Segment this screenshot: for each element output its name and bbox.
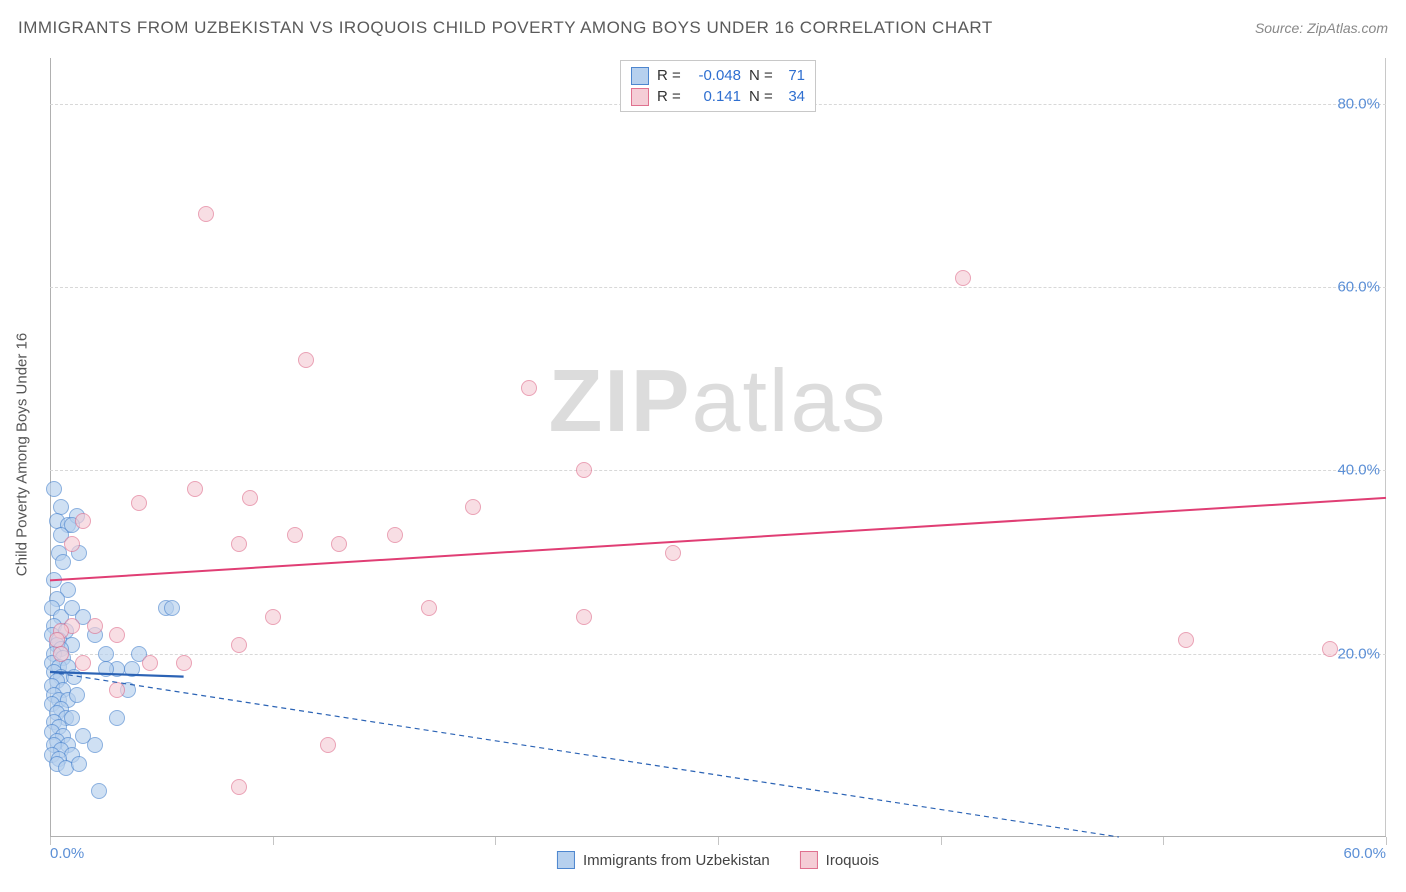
legend-label: Immigrants from Uzbekistan [583, 852, 770, 869]
x-tick-mark [1386, 837, 1387, 845]
legend-swatch-series-0 [557, 851, 575, 869]
legend-correlation: R = -0.048 N = 71 R = 0.141 N = 34 [620, 60, 816, 112]
trend-lines [50, 58, 1386, 837]
x-tick-mark [495, 837, 496, 845]
y-axis-label: Child Poverty Among Boys Under 16 [14, 333, 31, 576]
x-tick-mark [941, 837, 942, 845]
source-label: Source: ZipAtlas.com [1255, 20, 1388, 36]
x-tick-label: 0.0% [50, 845, 84, 862]
x-tick-mark [273, 837, 274, 845]
x-tick-mark [1163, 837, 1164, 845]
x-tick-mark [50, 837, 51, 845]
legend-swatch-series-1 [631, 88, 649, 106]
chart-title: IMMIGRANTS FROM UZBEKISTAN VS IROQUOIS C… [18, 18, 993, 38]
scatter-plot: ZIPatlas R = -0.048 N = 71 R = 0.141 N =… [50, 58, 1386, 837]
legend-series: Immigrants from Uzbekistan Iroquois [557, 851, 879, 869]
legend-swatch-series-1 [800, 851, 818, 869]
legend-swatch-series-0 [631, 67, 649, 85]
x-tick-mark [718, 837, 719, 845]
x-tick-label: 60.0% [1343, 845, 1386, 862]
legend-label: Iroquois [826, 852, 879, 869]
